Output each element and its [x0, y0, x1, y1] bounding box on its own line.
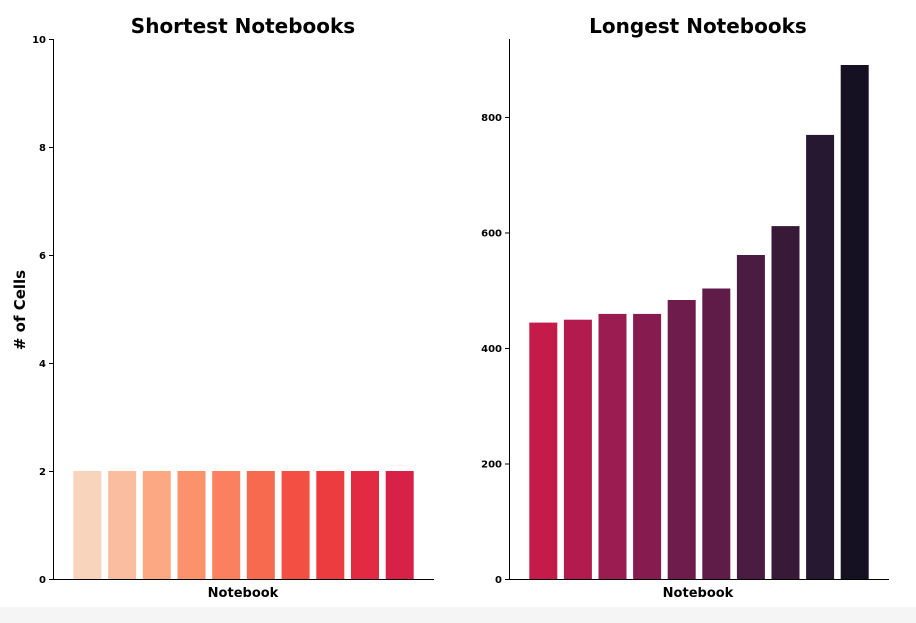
bar-notebook-8: [771, 226, 800, 579]
chart-longest-notebooks: Longest Notebooks Notebook 0 200 400 600 800: [481, 14, 889, 601]
bar-notebook-9: [351, 471, 379, 579]
bar-notebook-4: [177, 471, 206, 579]
bar-notebook-5: [212, 471, 241, 579]
bar-group: [529, 65, 869, 579]
bar-notebook-7: [736, 255, 765, 579]
y-tick-label: 0: [495, 575, 502, 586]
y-tick-label: 600: [481, 228, 502, 239]
bar-notebook-9: [806, 134, 835, 579]
chart-title: Shortest Notebooks: [131, 14, 355, 38]
y-tick-label: 200: [481, 459, 502, 470]
chart-shortest-notebooks: Shortest Notebooks # of Cells Notebook 0…: [11, 14, 434, 601]
x-axis-label: Notebook: [663, 586, 734, 601]
y-tick-label: 10: [32, 35, 46, 46]
bar-notebook-1: [529, 322, 558, 579]
bar-notebook-10: [840, 65, 869, 579]
bar-notebook-8: [316, 471, 345, 579]
bar-notebook-5: [667, 300, 696, 579]
bar-notebook-3: [598, 313, 627, 579]
chart-title: Longest Notebooks: [589, 14, 807, 38]
bar-notebook-1: [73, 471, 102, 579]
bar-notebook-2: [108, 471, 137, 579]
y-tick-label: 400: [481, 344, 502, 355]
y-tick-group: 0 200 400 600 800: [481, 113, 509, 586]
y-tick-label: 800: [481, 113, 502, 124]
y-tick-label: 8: [39, 143, 46, 154]
bar-group: [73, 471, 414, 579]
page-footer-strip: [0, 607, 916, 623]
bar-notebook-7: [281, 471, 310, 579]
bar-notebook-3: [142, 471, 171, 579]
y-tick-label: 6: [39, 251, 46, 262]
y-axis-label: # of Cells: [11, 270, 29, 350]
y-tick-group: 0 2 4 6 8 10: [32, 35, 53, 586]
bar-notebook-6: [246, 471, 275, 579]
y-tick-label: 0: [39, 575, 46, 586]
bar-notebook-6: [702, 288, 731, 579]
x-axis-label: Notebook: [208, 586, 279, 601]
bar-notebook-10: [385, 471, 414, 579]
y-tick-label: 4: [39, 359, 46, 370]
bar-notebook-4: [633, 313, 662, 579]
y-tick-label: 2: [39, 467, 46, 478]
bar-notebook-2: [563, 319, 592, 579]
